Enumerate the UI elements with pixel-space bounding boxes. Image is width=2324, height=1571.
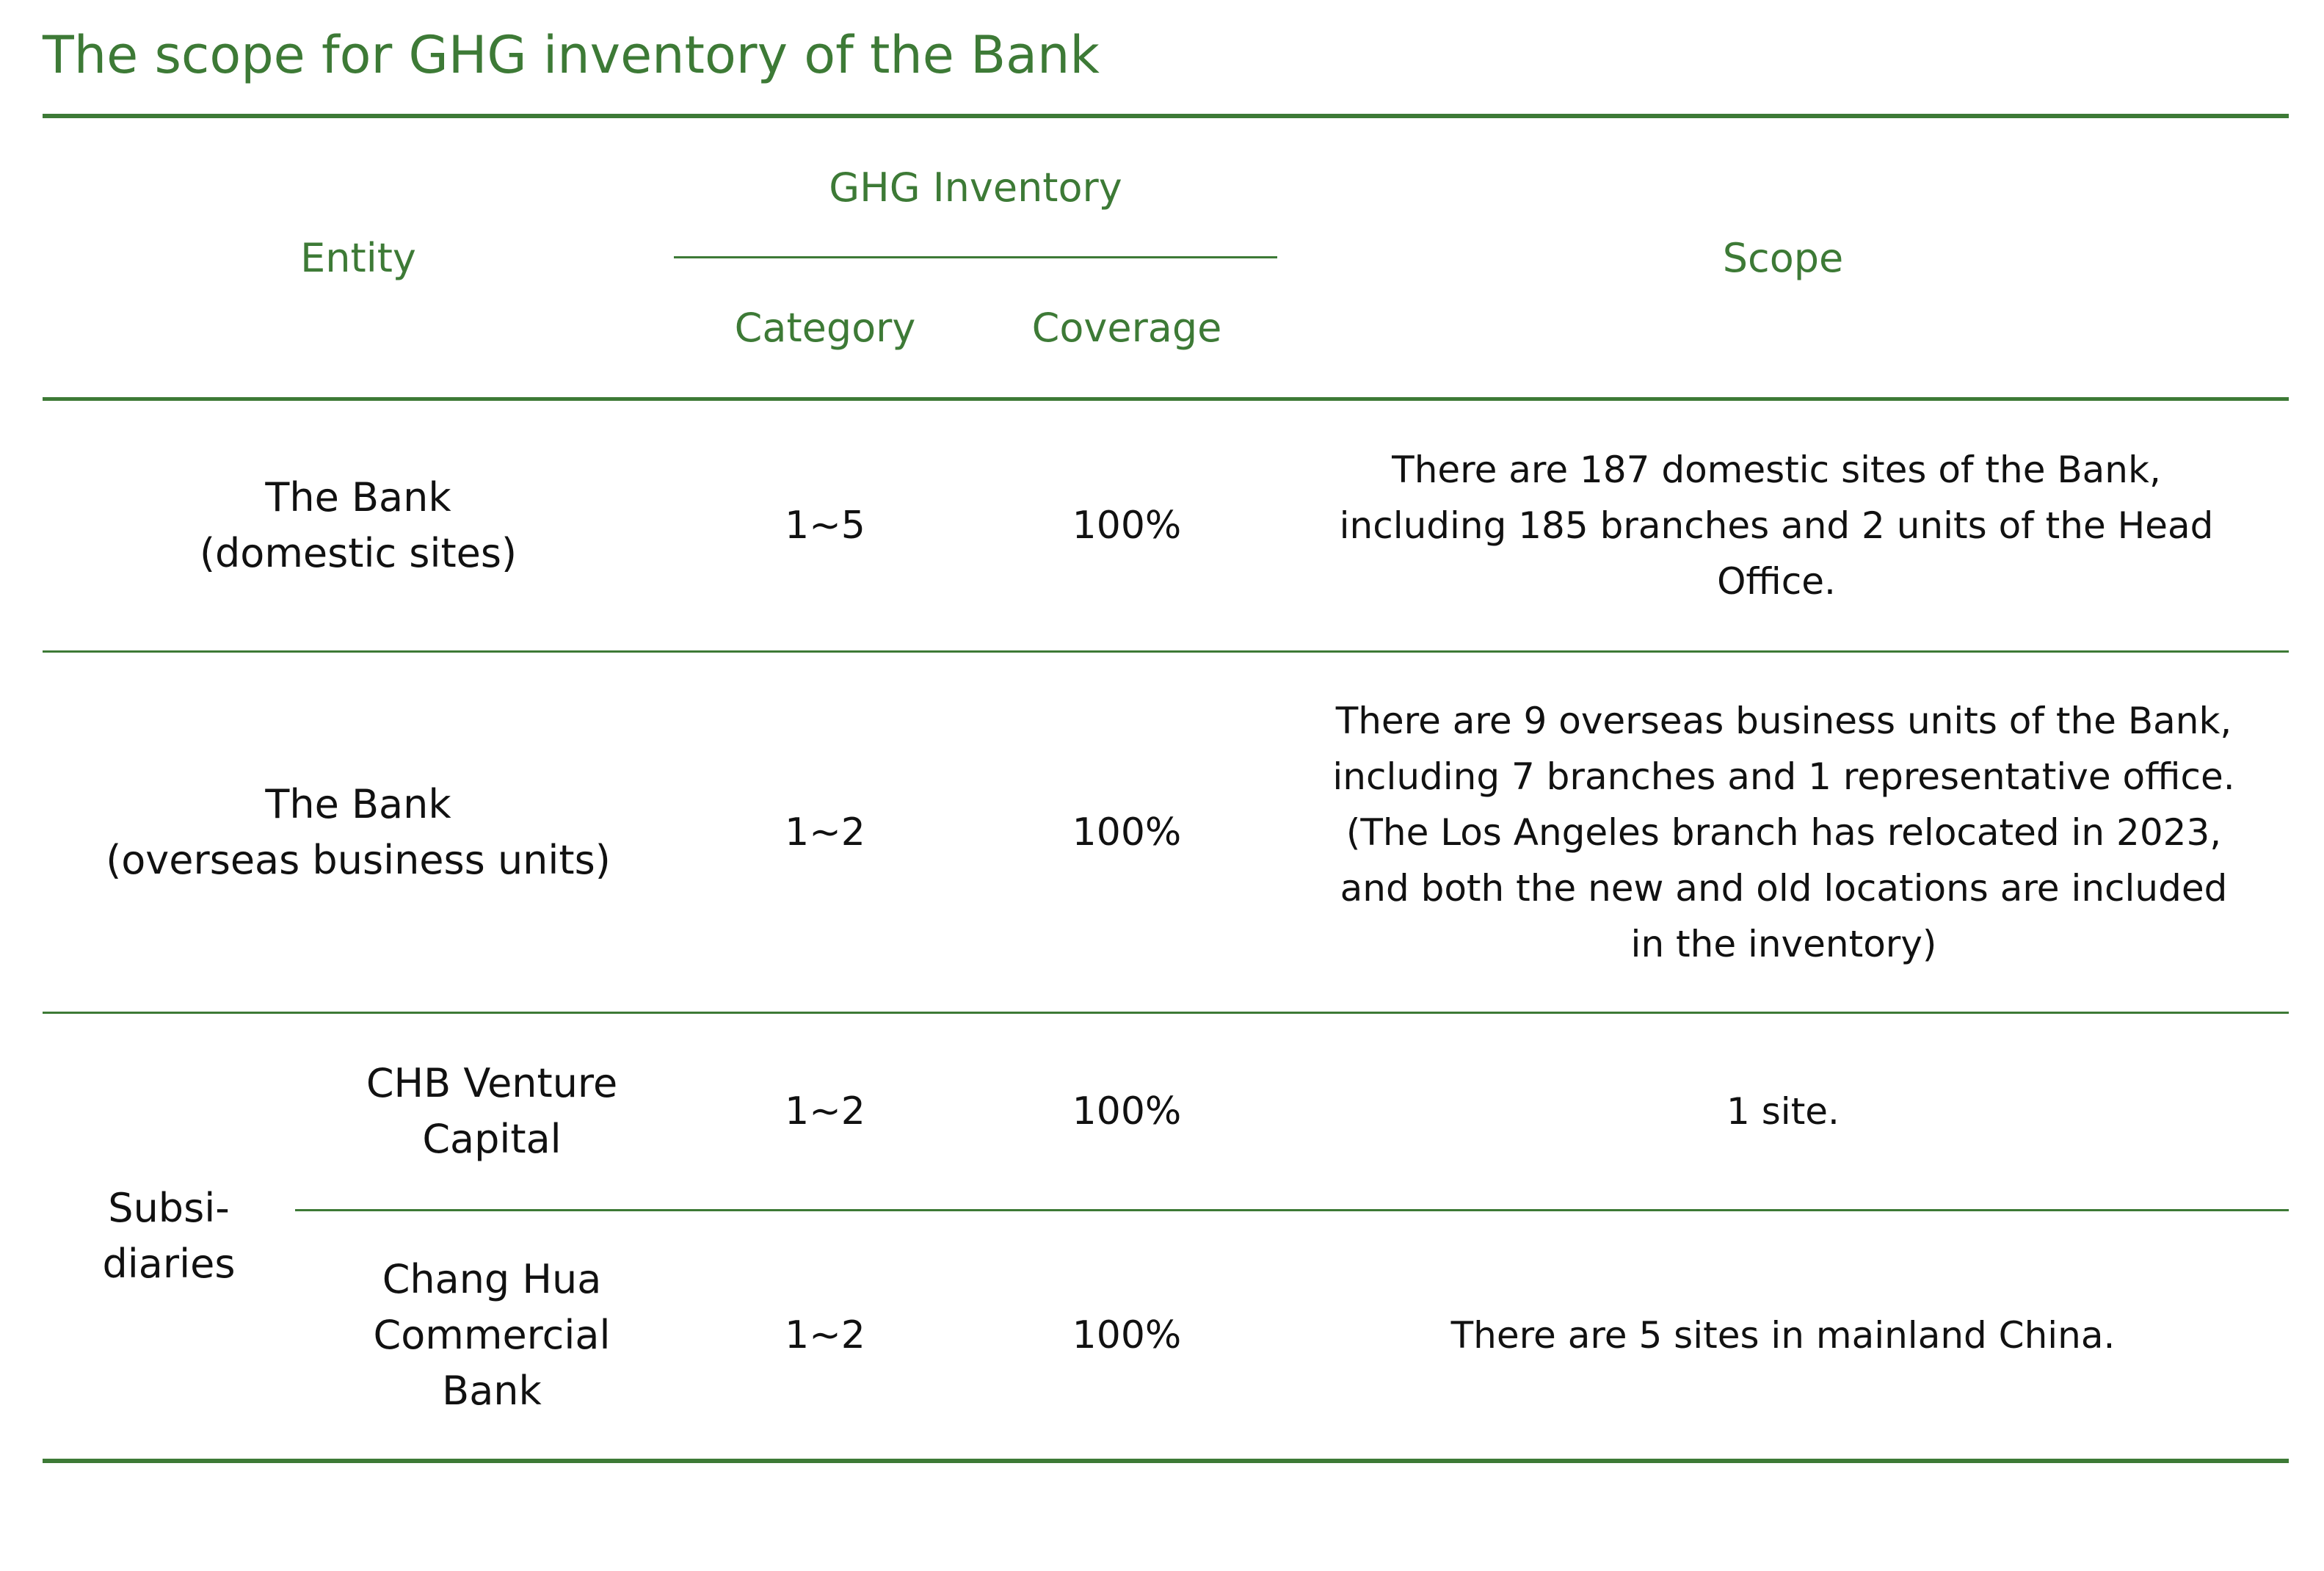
group-label-line: diaries xyxy=(102,1241,236,1287)
entity-line: Chang Hua xyxy=(382,1255,602,1302)
subsidiaries-group-label: Subsi- diaries xyxy=(43,1014,295,1459)
ghg-inventory-divider xyxy=(674,256,1277,258)
table-row-entity: Chang Hua Commercial Bank xyxy=(295,1211,689,1459)
table-row-entity: The Bank (domestic sites) xyxy=(43,401,674,650)
entity-line: (overseas business units) xyxy=(106,836,611,883)
header-category: Category xyxy=(734,304,916,351)
table-row-category: 1~2 xyxy=(785,810,865,855)
header-coverage: Coverage xyxy=(1031,304,1222,351)
table-row-scope: There are 5 sites in mainland China. xyxy=(1450,1313,2116,1357)
table-row-coverage: 100% xyxy=(1072,1089,1182,1133)
table-row-scope: There are 187 domestic sites of the Bank… xyxy=(1339,449,2214,603)
entity-line: Commercial xyxy=(373,1311,611,1358)
entity-line: Capital xyxy=(422,1116,562,1162)
table-row-coverage: 100% xyxy=(1072,1313,1182,1357)
row-divider-1 xyxy=(43,650,2289,653)
page-title: The scope for GHG inventory of the Bank xyxy=(43,25,1100,85)
entity-line: Bank xyxy=(442,1367,542,1414)
table-row-category: 1~2 xyxy=(785,1313,865,1357)
header-ghg-inventory: GHG Inventory xyxy=(829,164,1122,211)
table-row-scope: There are 9 overseas business units of t… xyxy=(1332,699,2235,965)
header-entity: Entity xyxy=(300,235,416,281)
entity-line: The Bank xyxy=(265,474,451,520)
header-bottom-rule xyxy=(43,397,2289,401)
group-label-line: Subsi- xyxy=(108,1185,230,1231)
table-row-coverage: 100% xyxy=(1072,810,1182,855)
entity-line: CHB Venture xyxy=(366,1060,618,1106)
table-row-category: 1~5 xyxy=(785,504,865,548)
row-divider-2 xyxy=(43,1012,2289,1014)
table-row-coverage: 100% xyxy=(1072,504,1182,548)
table-top-rule xyxy=(43,114,2289,118)
header-scope: Scope xyxy=(1722,235,1844,281)
table-row-entity: CHB Venture Capital xyxy=(295,1014,689,1209)
table-bottom-rule xyxy=(43,1459,2289,1463)
subsidiary-row-divider xyxy=(295,1209,2289,1211)
table-row-category: 1~2 xyxy=(785,1089,865,1133)
table-row-scope: 1 site. xyxy=(1726,1090,1840,1133)
entity-line: (domestic sites) xyxy=(199,530,518,576)
table-row-entity: The Bank (overseas business units) xyxy=(43,653,674,1012)
entity-line: The Bank xyxy=(265,780,451,827)
